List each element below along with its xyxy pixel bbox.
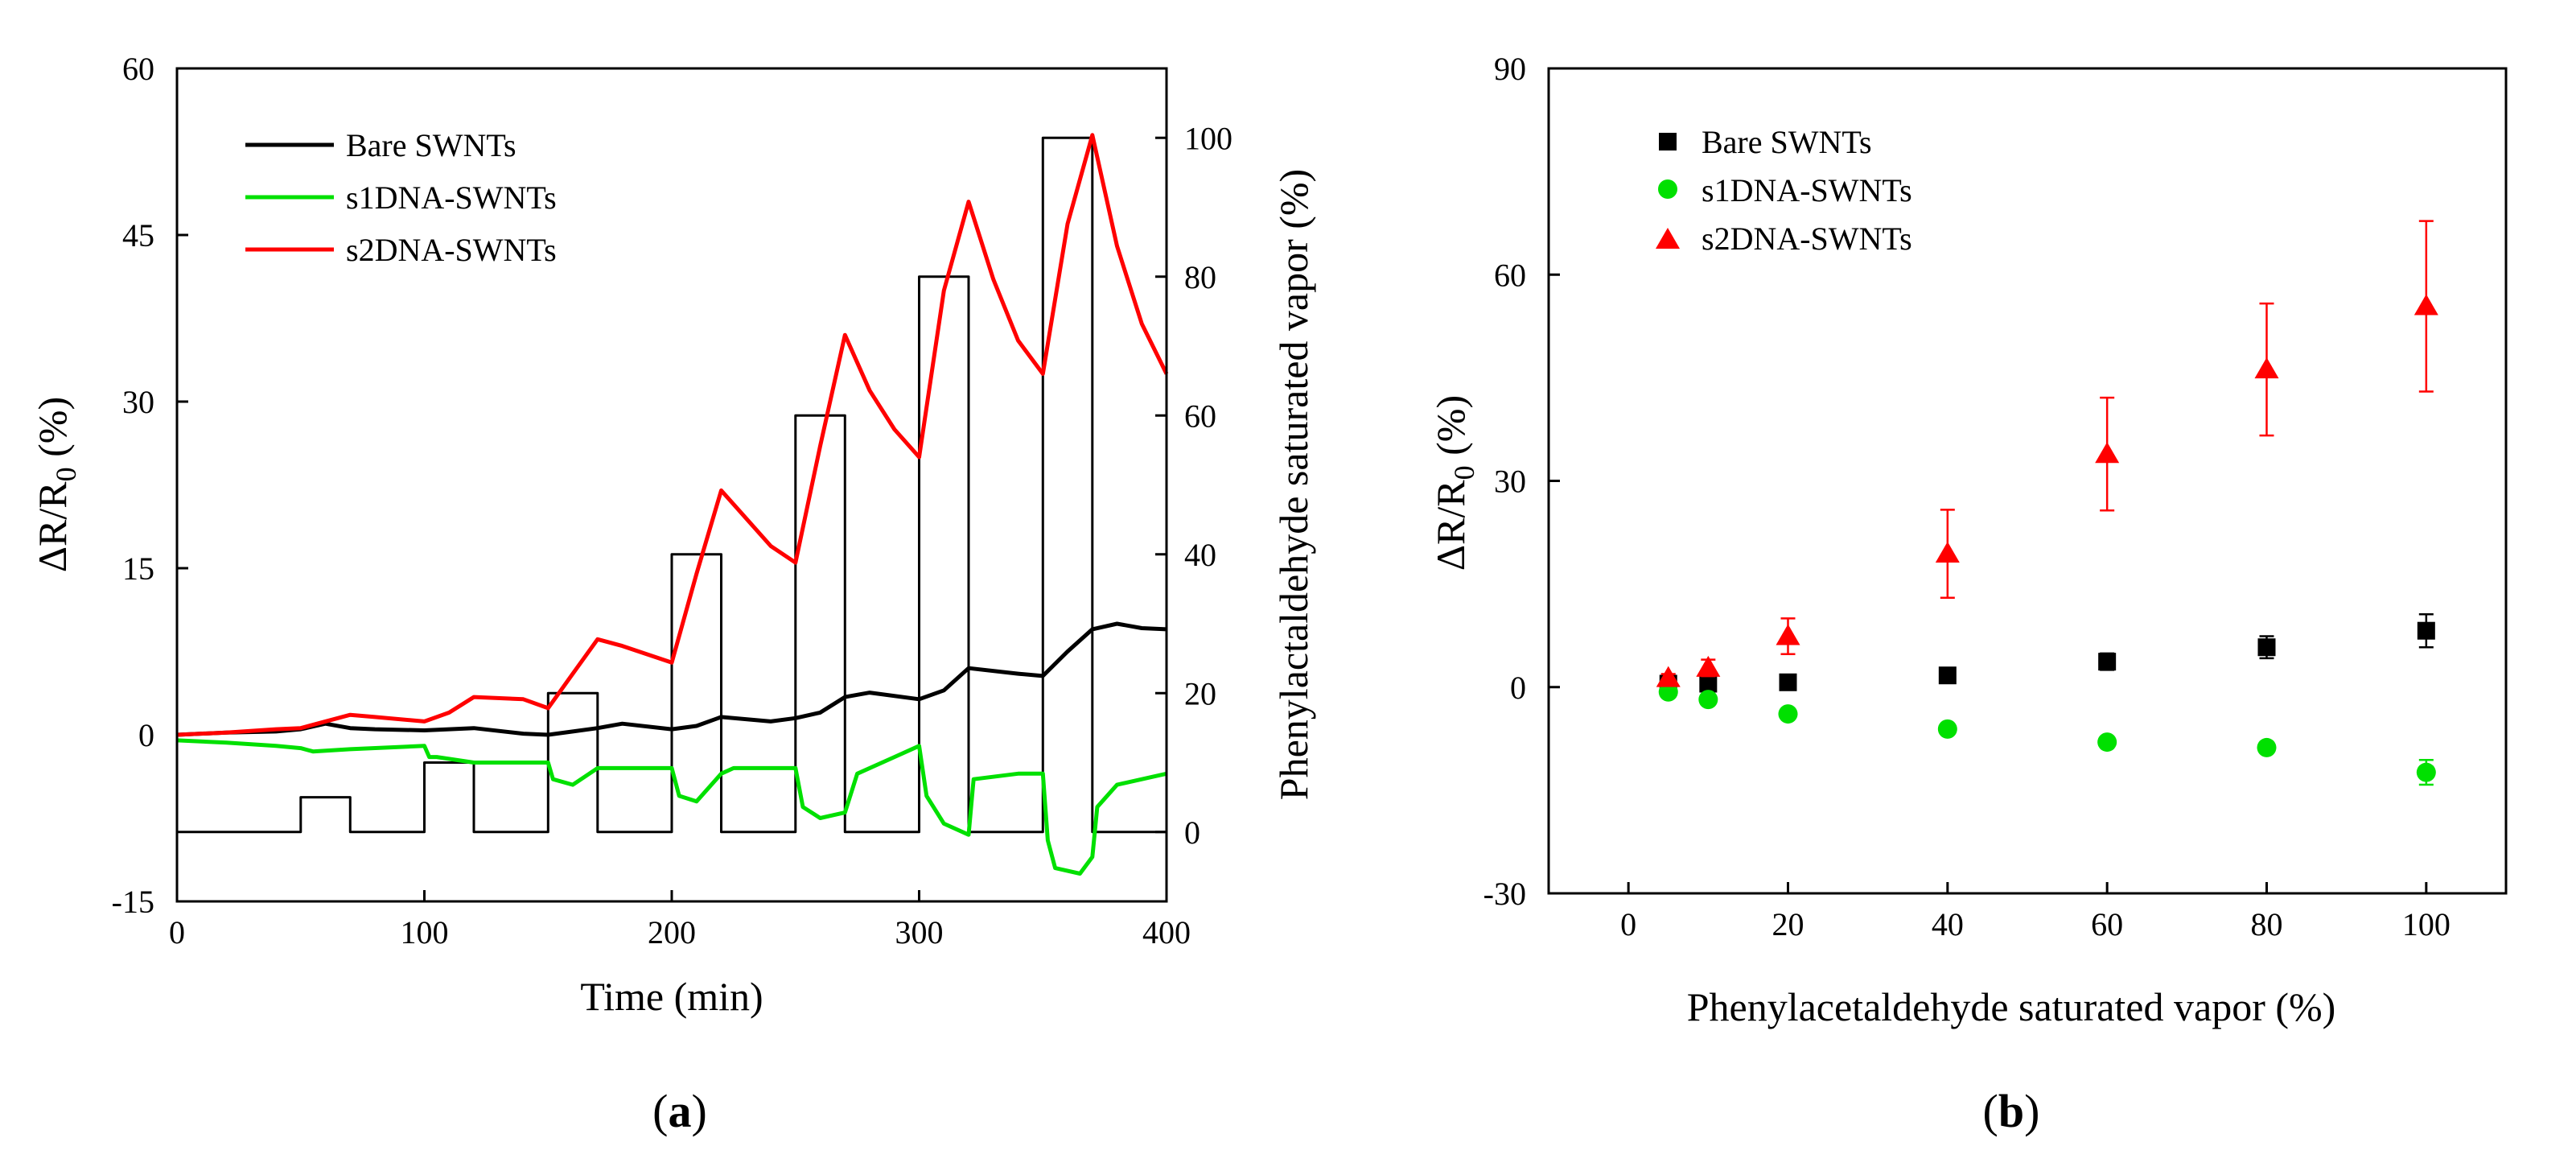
s2dna-swnts-point: [2413, 294, 2438, 315]
s2dna-swnts-point: [2254, 357, 2279, 379]
legend-label-bare: Bare SWNTs: [346, 127, 516, 163]
s1dna-swnts-point: [2416, 762, 2436, 782]
bare-swnts-point: [1779, 673, 1797, 691]
panel-b-legend: Bare SWNTs s1DNA-SWNTs s2DNA-SWNTs: [1656, 124, 1912, 257]
bare-swnts-line: [176, 621, 1167, 737]
y-tick-label-a: 60: [122, 51, 154, 87]
panel-a-chart: 0 100 200 300 400 -15 0 15 30 45 60 0 20 40 60 80 100 Ba…: [30, 51, 1316, 1137]
panel-a-ylabel: ΔR/R0 (%): [30, 397, 82, 572]
x-tick-label-a: 300: [895, 914, 944, 950]
y2-tick-label-a: 0: [1184, 814, 1200, 851]
panel-b-frame: [1547, 67, 2508, 895]
y-tick-label-b: 60: [1494, 257, 1526, 293]
s1dna-swnts-line: [176, 738, 1167, 876]
s2dna-swnts-line: [176, 133, 1169, 737]
y2-tick-label-a: 100: [1184, 120, 1232, 156]
legend-marker-s1: [1658, 179, 1677, 199]
x-tick-label-b: 80: [2251, 906, 2283, 942]
s2dna-swnts-point: [1935, 542, 1960, 563]
panel-b-chart: 0 20 40 60 80 100 -30 0 30 60 90 Bare SWNTs s1DNA-…: [1428, 51, 2508, 1137]
legend-marker-s2: [1656, 228, 1680, 249]
y2-tick-label-a: 20: [1184, 675, 1216, 711]
y-tick-label-a: 45: [122, 217, 154, 254]
s1dna-swnts-point: [1658, 682, 1678, 702]
panel-b-series: [1656, 220, 2438, 786]
x-tick-label-b: 20: [1772, 906, 1804, 942]
s2dna-swnts-point: [2095, 442, 2120, 464]
panel-a-y2label: Phenylactaldehyde saturated vapor (%): [1271, 169, 1316, 800]
x-tick-label-a: 0: [169, 914, 185, 950]
bare-swnts-point: [1699, 674, 1718, 693]
s2dna-swnts-point: [1656, 666, 1681, 687]
s2dna-swnts-point: [1776, 624, 1800, 645]
panel-a-frame: [175, 67, 1168, 903]
y-tick-label-b: 0: [1510, 670, 1526, 706]
x-tick-label-b: 40: [1932, 906, 1964, 942]
x-tick-label-a: 200: [648, 914, 696, 950]
x-tick-label-b: 0: [1620, 906, 1636, 942]
panel-b-label: (b): [1983, 1085, 2040, 1137]
s1dna-swnts-point: [2097, 732, 2117, 752]
s1dna-swnts-point: [1698, 690, 1718, 710]
y2-tick-label-a: 80: [1184, 259, 1216, 295]
y-tick-label-a: -15: [112, 884, 154, 920]
bare-swnts-point: [1938, 666, 1957, 685]
panel-b-xlabel: Phenylacetaldehyde saturated vapor (%): [1687, 984, 2336, 1029]
bare-swnts-point: [2098, 653, 2117, 671]
vapor-step-line: [177, 136, 1167, 834]
panel-a-series: [176, 133, 1169, 876]
s1dna-swnts-point: [1778, 704, 1798, 724]
panel-b-ylabel: ΔR/R0 (%): [1428, 395, 1480, 571]
y2-tick-label-a: 60: [1184, 398, 1216, 434]
y-tick-label-b: -30: [1483, 876, 1526, 912]
y-tick-label-a: 0: [138, 717, 154, 753]
bare-swnts-point: [2417, 621, 2435, 640]
legend-marker-bare: [1659, 133, 1677, 150]
x-tick-label-a: 100: [401, 914, 449, 950]
y-tick-label-a: 30: [122, 384, 154, 420]
x-tick-label-b: 60: [2091, 906, 2123, 942]
panel-a-label: (a): [652, 1085, 707, 1137]
s1dna-swnts-point: [2257, 737, 2277, 757]
bare-swnts-point: [2257, 638, 2276, 657]
s1dna-swnts-point: [1937, 719, 1957, 739]
panel-b-ticks: 0 20 40 60 80 100 -30 0 30 60 90: [1483, 51, 2450, 942]
x-tick-label-a: 400: [1142, 914, 1191, 950]
legend-label-s1-b: s1DNA-SWNTs: [1702, 172, 1912, 208]
y2-tick-label-a: 40: [1184, 537, 1216, 573]
panel-a-legend: Bare SWNTs s1DNA-SWNTs s2DNA-SWNTs: [245, 127, 557, 268]
s2dna-swnts-point: [1696, 655, 1721, 677]
legend-label-s2: s2DNA-SWNTs: [346, 232, 557, 268]
y-tick-label-a: 15: [122, 550, 154, 587]
y-tick-label-b: 90: [1494, 51, 1526, 87]
legend-label-s2-b: s2DNA-SWNTs: [1702, 221, 1912, 257]
y-tick-label-b: 30: [1494, 464, 1526, 500]
x-tick-label-b: 100: [2402, 906, 2450, 942]
panel-a-xlabel: Time (min): [580, 974, 763, 1019]
legend-label-bare-b: Bare SWNTs: [1702, 124, 1872, 160]
legend-label-s1: s1DNA-SWNTs: [346, 179, 557, 216]
